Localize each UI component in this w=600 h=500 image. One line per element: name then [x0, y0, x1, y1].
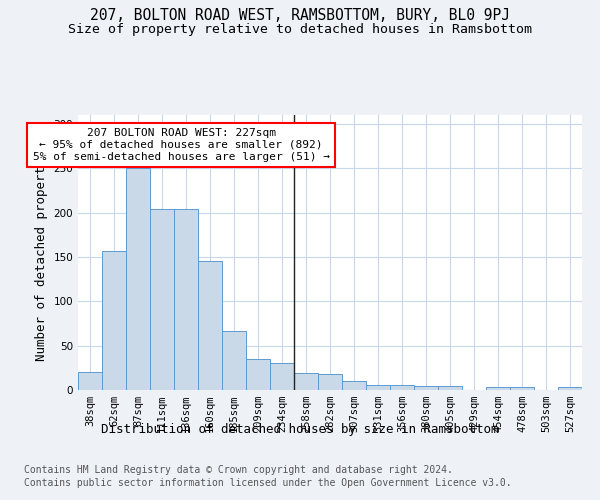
Bar: [414, 386, 438, 390]
Bar: [438, 386, 462, 390]
Text: Contains public sector information licensed under the Open Government Licence v3: Contains public sector information licen…: [24, 478, 512, 488]
Bar: [246, 359, 270, 390]
Bar: [318, 374, 342, 390]
Bar: [558, 388, 582, 390]
Bar: [486, 388, 510, 390]
Y-axis label: Number of detached properties: Number of detached properties: [35, 144, 48, 361]
Bar: [294, 373, 318, 390]
Text: Contains HM Land Registry data © Crown copyright and database right 2024.: Contains HM Land Registry data © Crown c…: [24, 465, 453, 475]
Bar: [78, 372, 102, 390]
Bar: [342, 381, 366, 390]
Bar: [102, 250, 126, 390]
Bar: [126, 168, 150, 390]
Bar: [366, 384, 390, 390]
Text: 207, BOLTON ROAD WEST, RAMSBOTTOM, BURY, BL0 9PJ: 207, BOLTON ROAD WEST, RAMSBOTTOM, BURY,…: [90, 8, 510, 22]
Bar: [270, 364, 294, 390]
Bar: [390, 384, 414, 390]
Bar: [150, 209, 174, 390]
Text: Size of property relative to detached houses in Ramsbottom: Size of property relative to detached ho…: [68, 22, 532, 36]
Bar: [198, 262, 222, 390]
Text: 207 BOLTON ROAD WEST: 227sqm
← 95% of detached houses are smaller (892)
5% of se: 207 BOLTON ROAD WEST: 227sqm ← 95% of de…: [32, 128, 330, 162]
Text: Distribution of detached houses by size in Ramsbottom: Distribution of detached houses by size …: [101, 422, 499, 436]
Bar: [222, 332, 246, 390]
Bar: [510, 388, 534, 390]
Bar: [174, 209, 198, 390]
